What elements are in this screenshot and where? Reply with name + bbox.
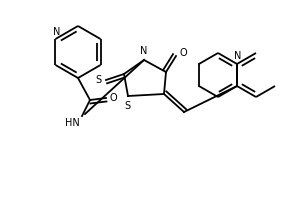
Text: N: N — [53, 27, 60, 37]
Text: N: N — [140, 46, 148, 56]
Text: S: S — [124, 101, 130, 111]
Text: O: O — [110, 93, 118, 103]
Text: HN: HN — [65, 118, 80, 128]
Text: S: S — [95, 75, 101, 85]
Text: O: O — [179, 48, 187, 58]
Text: N: N — [234, 51, 242, 61]
